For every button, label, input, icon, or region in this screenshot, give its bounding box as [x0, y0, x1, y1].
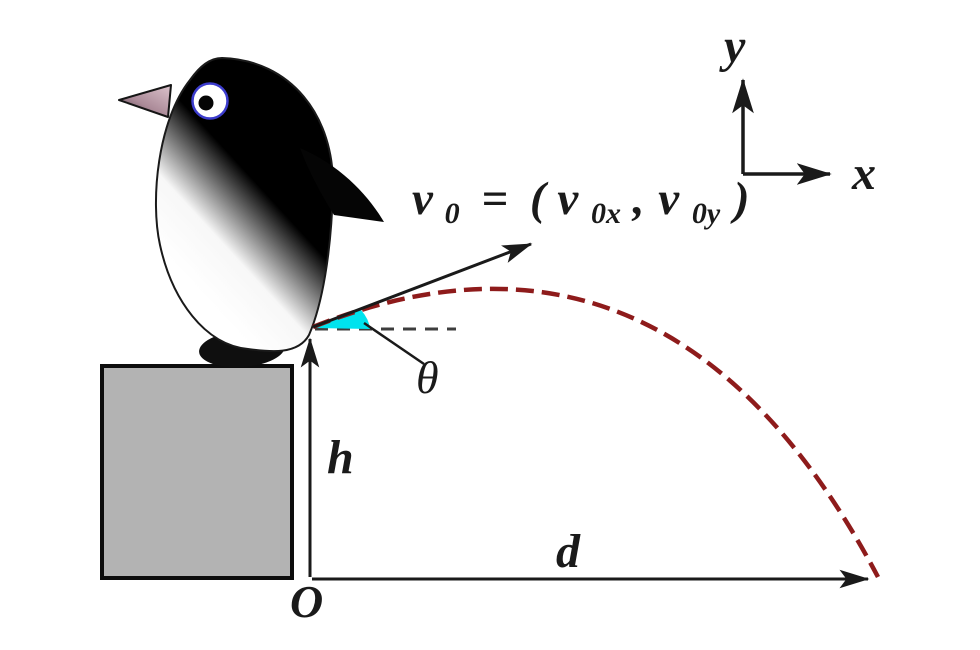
velocity-vy-sub: 0y [692, 197, 721, 230]
penguin-wing [300, 148, 384, 222]
distance-label: d [556, 525, 581, 578]
velocity-vy: v [658, 173, 680, 225]
y-axis-label: y [719, 20, 746, 73]
origin-label: O [290, 576, 323, 627]
velocity-v: v [412, 173, 434, 225]
velocity-arrow [312, 242, 533, 329]
velocity-open-paren: ( [530, 173, 549, 225]
pedestal-box [100, 364, 294, 580]
trajectory-path [312, 286, 880, 579]
angle-wedge [314, 310, 370, 329]
penguin [118, 56, 384, 368]
height-label: h [327, 431, 354, 484]
velocity-v-sub: 0 [445, 197, 460, 230]
velocity-comma: , [631, 173, 645, 225]
penguin-eye-pupil [198, 95, 214, 111]
x-axis-label: x [851, 147, 876, 200]
theta-leader-line [363, 321, 425, 366]
velocity-equals: = [481, 173, 508, 225]
velocity-close-paren: ) [730, 173, 750, 225]
coordinate-axes: y x [719, 20, 876, 200]
velocity-vx: v [557, 173, 579, 225]
penguin-beak [118, 84, 172, 118]
velocity-vx-sub: 0x [591, 197, 621, 230]
angle-label: θ [416, 352, 439, 403]
velocity-formula: v 0 = ( v 0x , v 0y ) [412, 173, 750, 234]
penguin-body [154, 56, 335, 353]
